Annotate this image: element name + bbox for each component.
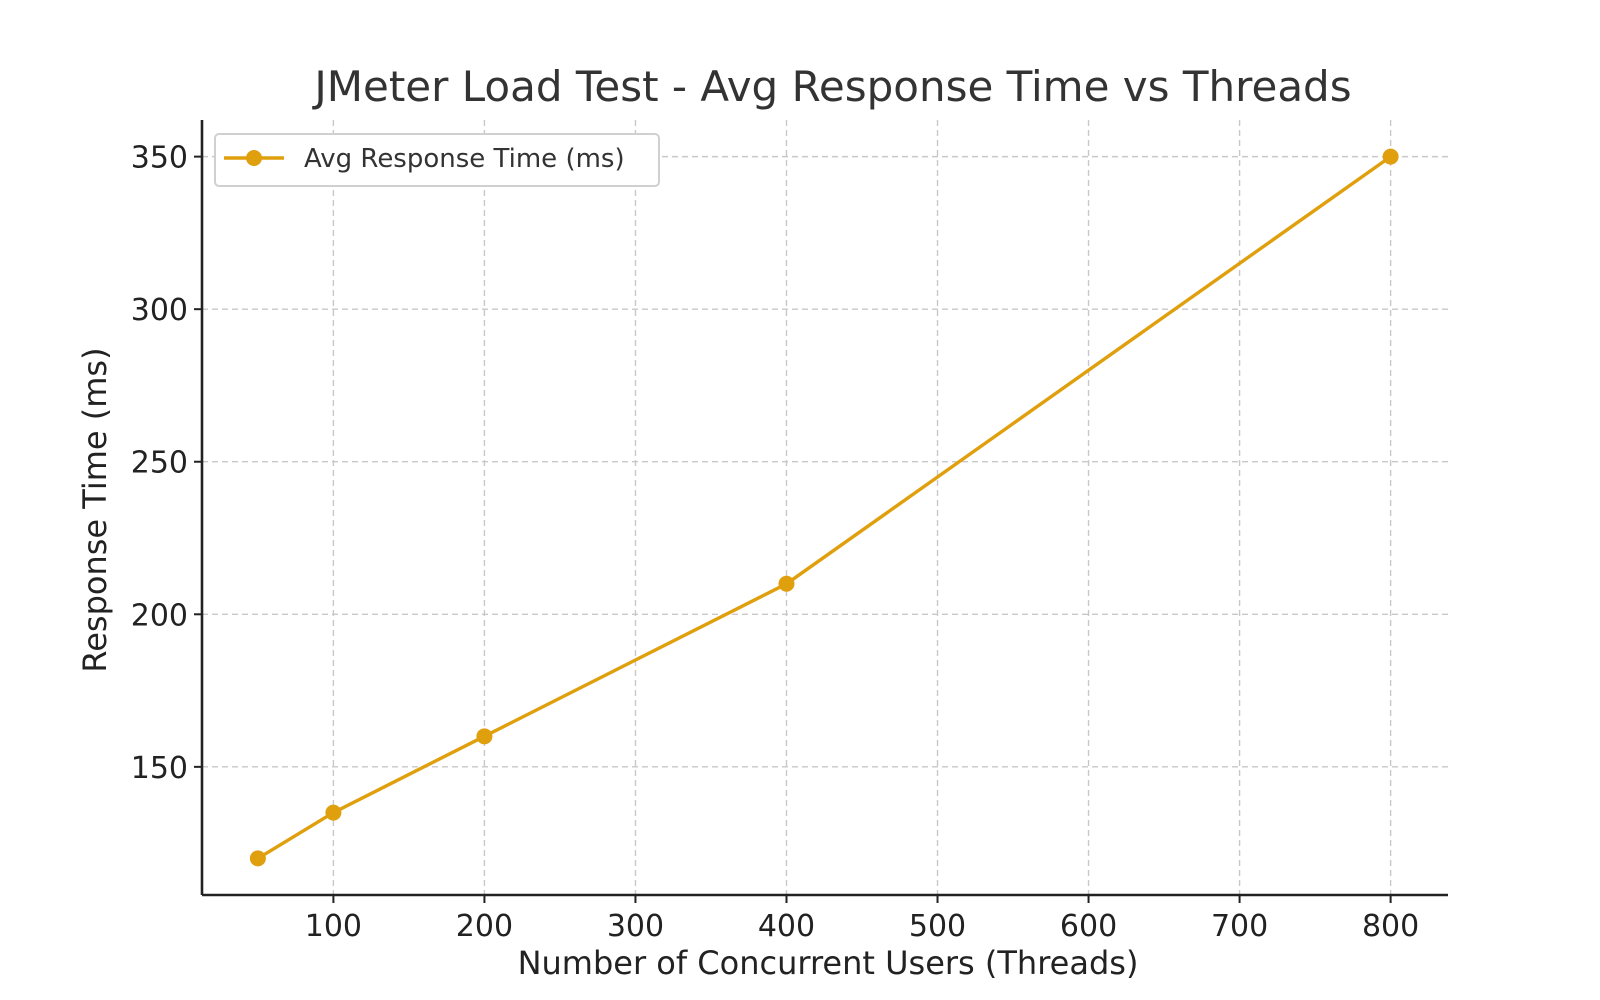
legend: Avg Response Time (ms) <box>214 133 660 187</box>
data-point-100 <box>325 804 342 821</box>
x-tick-label-400: 400 <box>758 909 815 944</box>
series-line-0 <box>257 155 1392 860</box>
legend-label: Avg Response Time (ms) <box>304 144 625 174</box>
x-tick-label-600: 600 <box>1060 909 1117 944</box>
axes <box>194 120 1448 903</box>
data-point-400 <box>778 575 795 592</box>
x-tick-label-200: 200 <box>456 909 513 944</box>
y-tick-label-350: 350 <box>131 141 188 176</box>
y-tick-label-200: 200 <box>131 598 188 633</box>
x-tick-label-300: 300 <box>607 909 664 944</box>
chart-title: JMeter Load Test - Avg Response Time vs … <box>311 62 1351 111</box>
legend-box <box>214 133 660 187</box>
y-tick-label-150: 150 <box>131 751 188 786</box>
legend-marker-swatch <box>246 150 262 166</box>
series <box>249 148 1399 867</box>
x-tick-label-800: 800 <box>1362 909 1419 944</box>
grid <box>202 120 1448 895</box>
x-tick-label-500: 500 <box>909 909 966 944</box>
x-tick-label-700: 700 <box>1211 909 1268 944</box>
data-point-200 <box>476 728 493 745</box>
x-tick-label-100: 100 <box>305 909 362 944</box>
y-axis-label: Response Time (ms) <box>76 347 114 672</box>
data-point-50 <box>249 850 266 867</box>
y-tick-label-300: 300 <box>131 293 188 328</box>
data-point-800 <box>1382 148 1399 165</box>
x-axis-label: Number of Concurrent Users (Threads) <box>518 944 1139 982</box>
y-tick-label-250: 250 <box>131 446 188 481</box>
tick-labels: 100 200 300 400 500 600 700 800 150 200 250 300 350 <box>131 141 1420 944</box>
